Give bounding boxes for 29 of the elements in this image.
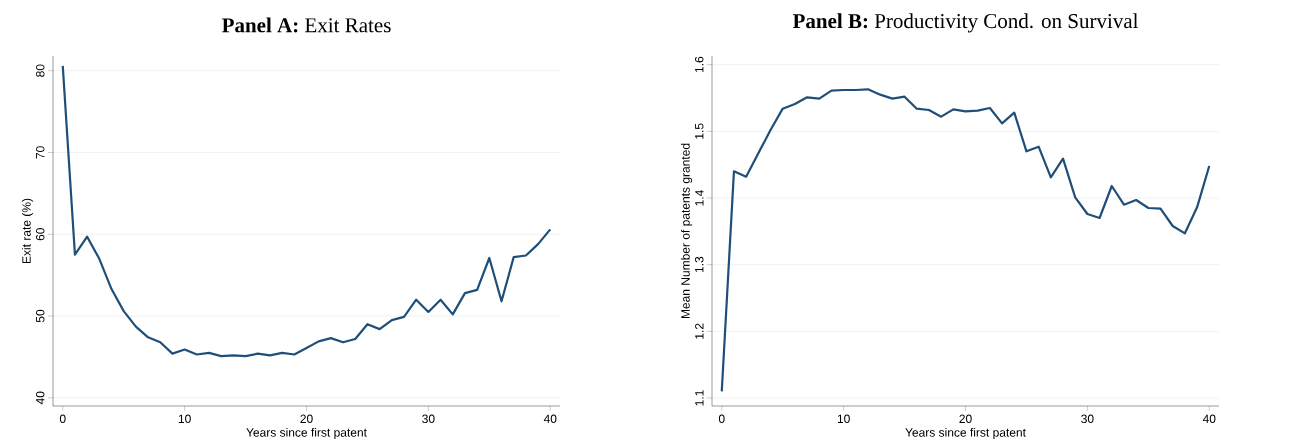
x-tick-label: 20 — [959, 414, 972, 424]
x-axis-title: Years since first patent — [905, 427, 1026, 440]
x-tick-label: 30 — [1081, 414, 1094, 424]
chart-title: Panel B: Productivity Cond. on Survival — [792, 13, 1139, 33]
y-tick-label: 1.5 — [695, 123, 704, 139]
x-axis-title: Years since first patent — [246, 427, 367, 440]
x-tick-label: 30 — [422, 414, 435, 424]
y-tick-label: 1.2 — [695, 323, 704, 339]
x-tick-label: 40 — [1202, 414, 1216, 424]
line-series — [61, 64, 552, 358]
x-tick-label: 0 — [718, 414, 725, 424]
x-tick-label: 10 — [178, 414, 191, 424]
chart-title: Panel A: Exit Rates — [222, 17, 391, 33]
x-tick-label: 0 — [59, 414, 66, 424]
y-tick-label: 1.3 — [694, 256, 704, 273]
y-tick-label: 1.4 — [695, 190, 704, 206]
y-tick-label: 80 — [35, 64, 45, 77]
x-tick-label: 40 — [543, 414, 557, 424]
y-axis-title: Mean Number of patents granted — [680, 143, 693, 319]
line-series — [720, 88, 1211, 393]
x-tick-label: 10 — [837, 414, 850, 424]
y-tick-label: 40 — [35, 391, 45, 405]
y-tick-label: 70 — [35, 146, 45, 159]
y-axis-title: Exit rate (%) — [21, 198, 34, 264]
y-tick-label: 1.6 — [694, 56, 704, 73]
y-tick-label: 60 — [35, 228, 45, 241]
y-tick-label: 50 — [35, 309, 45, 323]
y-tick-label: 1.1 — [695, 390, 704, 406]
x-tick-label: 20 — [300, 414, 313, 424]
